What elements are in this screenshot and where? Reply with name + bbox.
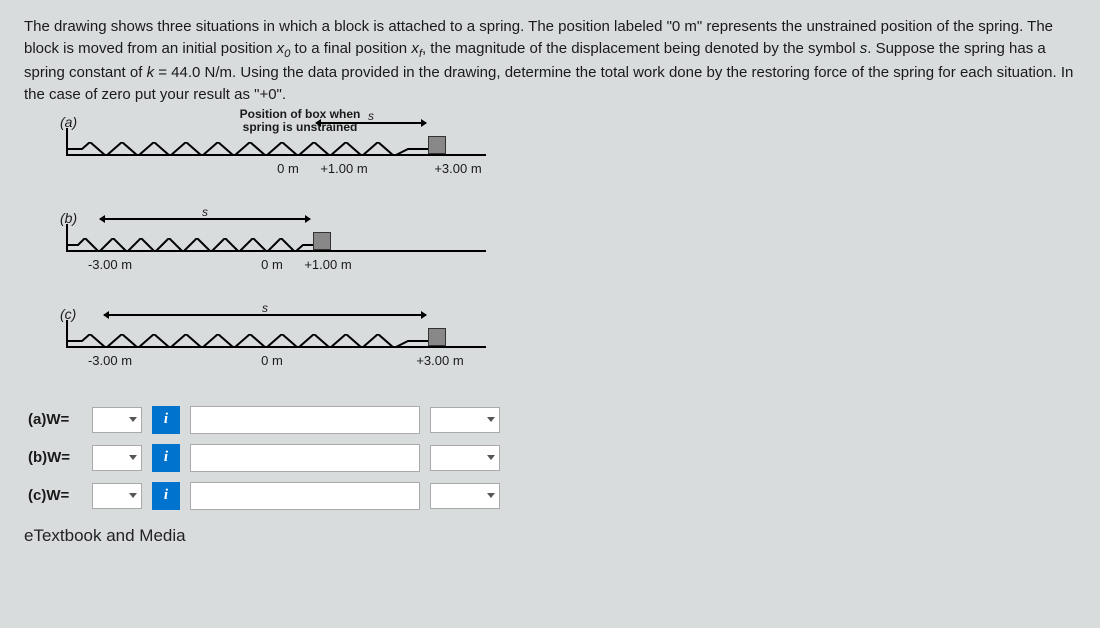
block-icon — [428, 328, 446, 346]
mark-2: +3.00 m — [416, 352, 463, 371]
displacement-arrow: s — [316, 122, 426, 124]
chevron-down-icon — [487, 417, 495, 422]
baseline — [66, 154, 486, 156]
displacement-arrow: s — [104, 314, 426, 316]
unit-select-b[interactable] — [430, 445, 500, 471]
info-button-b[interactable]: i — [152, 444, 180, 472]
baseline — [66, 250, 486, 252]
info-button-c[interactable]: i — [152, 482, 180, 510]
unit-select-a[interactable] — [430, 407, 500, 433]
value-input-c[interactable] — [190, 482, 420, 510]
part-label-c: (c) — [60, 304, 76, 324]
mark-1: +1.00 m — [320, 160, 367, 179]
answer-label-a: (a)W= — [28, 409, 82, 431]
answer-label-c: (c)W= — [28, 485, 82, 507]
diagrams-container: (a) Position of box when spring is unstr… — [60, 112, 1076, 392]
mark-1: 0 m — [261, 256, 283, 275]
answer-row-c: (c)W= i — [28, 482, 1076, 510]
mark-0: -3.00 m — [88, 256, 132, 275]
chevron-down-icon — [129, 455, 137, 460]
chevron-down-icon — [487, 455, 495, 460]
mark-0: -3.00 m — [88, 352, 132, 371]
part-label-a: (a) — [60, 112, 77, 132]
mark-1: 0 m — [261, 352, 283, 371]
answer-row-a: (a)W= i — [28, 406, 1076, 434]
chevron-down-icon — [487, 493, 495, 498]
chevron-down-icon — [129, 493, 137, 498]
block-icon — [428, 136, 446, 154]
mark-2: +3.00 m — [434, 160, 481, 179]
answer-row-b: (b)W= i — [28, 444, 1076, 472]
etextbook-link[interactable]: eTextbook and Media — [24, 524, 1076, 549]
sign-select-a[interactable] — [92, 407, 142, 433]
block-icon — [313, 232, 331, 250]
value-input-b[interactable] — [190, 444, 420, 472]
chevron-down-icon — [129, 417, 137, 422]
part-label-b: (b) — [60, 208, 77, 228]
problem-statement: The drawing shows three situations in wh… — [24, 16, 1076, 106]
answer-label-b: (b)W= — [28, 447, 82, 469]
info-button-a[interactable]: i — [152, 406, 180, 434]
diagram-b: (b) s -3.00 m 0 m +1.00 m — [60, 208, 1076, 296]
sign-select-c[interactable] — [92, 483, 142, 509]
sign-select-b[interactable] — [92, 445, 142, 471]
value-input-a[interactable] — [190, 406, 420, 434]
displacement-arrow: s — [100, 218, 310, 220]
mark-2: +1.00 m — [304, 256, 351, 275]
answers-section: (a)W= i (b)W= i (c)W= i — [28, 406, 1076, 510]
baseline — [66, 346, 486, 348]
mark-0: 0 m — [277, 160, 299, 179]
diagram-a: (a) Position of box when spring is unstr… — [60, 112, 1076, 200]
diagram-c: (c) s -3.00 m 0 m +3.00 m — [60, 304, 1076, 392]
unit-select-c[interactable] — [430, 483, 500, 509]
